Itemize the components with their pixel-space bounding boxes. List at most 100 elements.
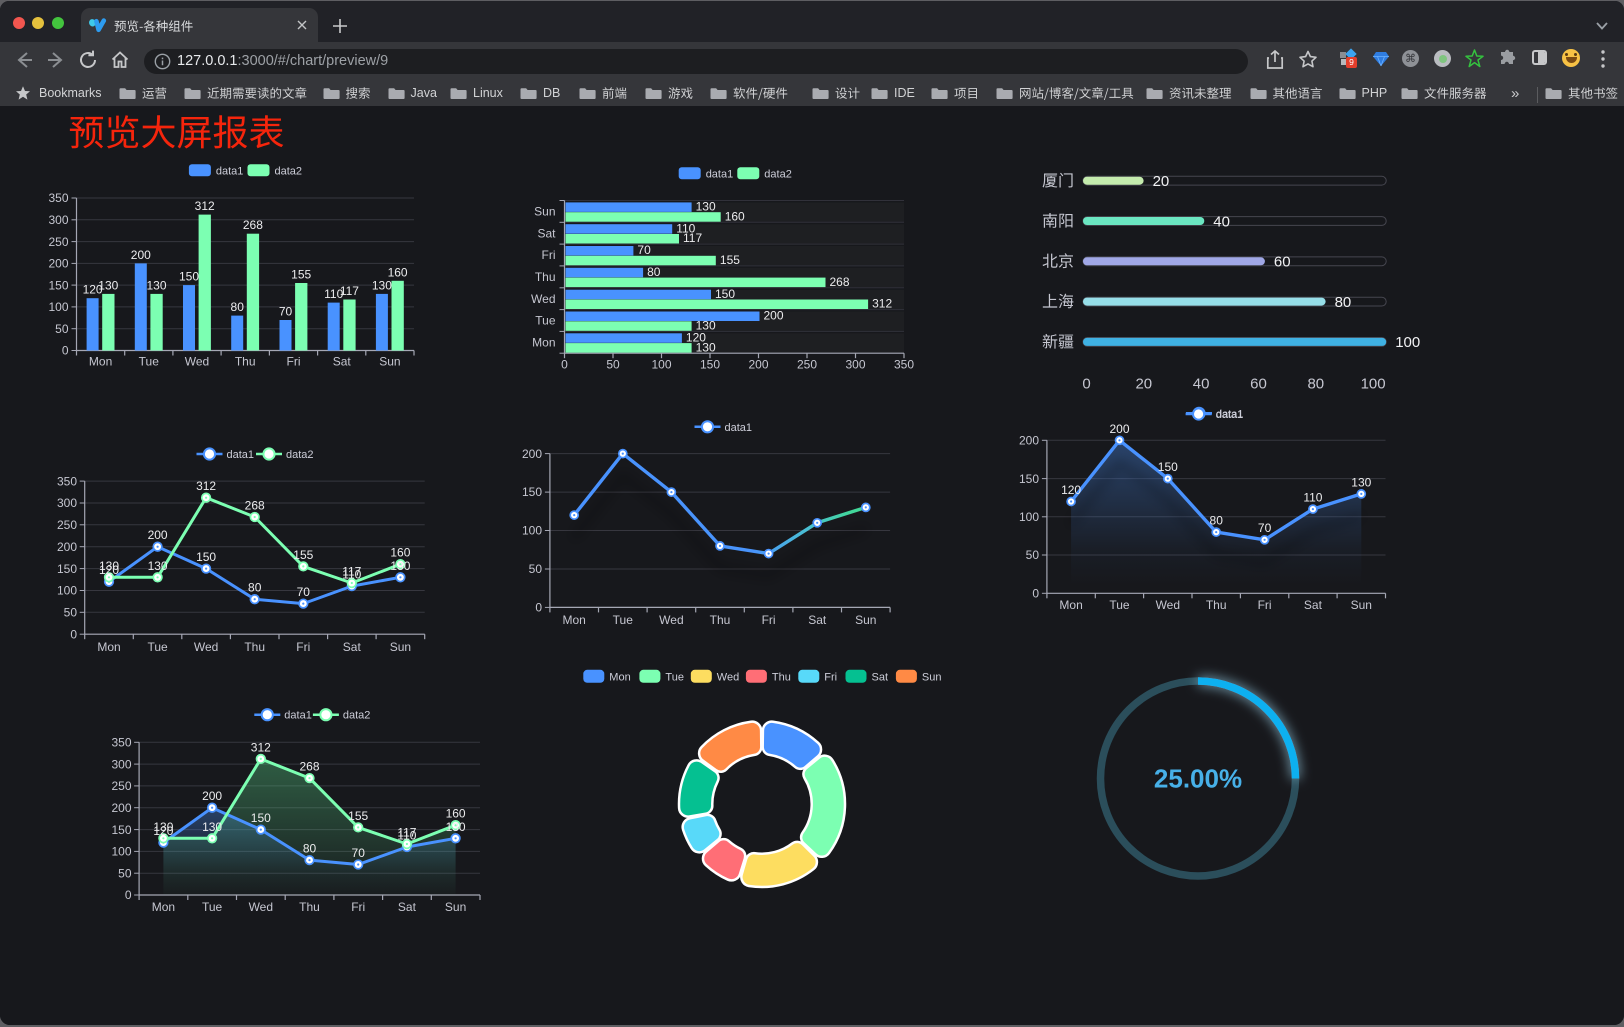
svg-text:0: 0 [125,888,132,902]
svg-text:Fri: Fri [287,355,301,369]
svg-text:0: 0 [1082,376,1090,393]
svg-text:155: 155 [291,268,311,282]
svg-text:0: 0 [535,601,542,615]
svg-text:200: 200 [131,248,151,262]
svg-text:70: 70 [352,846,366,860]
svg-text:data1: data1 [706,168,734,180]
svg-text:Fri: Fri [542,248,556,262]
svg-text:312: 312 [251,740,271,754]
svg-text:250: 250 [111,779,131,793]
svg-text:0: 0 [1032,587,1039,601]
svg-text:268: 268 [245,499,265,513]
svg-text:50: 50 [64,606,78,620]
svg-text:Thu: Thu [772,672,791,684]
svg-text:80: 80 [1210,514,1224,528]
svg-text:150: 150 [48,278,68,292]
svg-text:data1: data1 [216,165,244,177]
svg-text:200: 200 [748,358,768,372]
svg-text:120: 120 [1061,483,1081,497]
svg-text:Sun: Sun [855,613,876,627]
svg-text:0: 0 [62,344,69,358]
svg-text:Thu: Thu [535,270,556,284]
svg-text:100: 100 [1395,334,1420,351]
svg-text:Tue: Tue [535,314,556,328]
svg-text:155: 155 [720,253,740,267]
svg-text:Tue: Tue [665,672,684,684]
svg-text:155: 155 [293,548,313,562]
svg-text:150: 150 [1158,460,1178,474]
svg-text:Sun: Sun [390,640,411,654]
svg-text:data1: data1 [1216,408,1244,420]
svg-text:130: 130 [372,278,392,292]
svg-text:350: 350 [894,358,914,372]
svg-text:100: 100 [1019,510,1039,524]
svg-text:130: 130 [696,319,716,333]
svg-text:Thu: Thu [235,355,256,369]
svg-text:Tue: Tue [1109,598,1130,612]
svg-text:100: 100 [48,300,68,314]
svg-text:Tue: Tue [202,900,223,914]
svg-text:0: 0 [70,627,77,641]
svg-text:150: 150 [715,287,735,301]
svg-text:Wed: Wed [194,640,218,654]
svg-text:Wed: Wed [1156,598,1180,612]
svg-text:80: 80 [647,265,661,279]
svg-text:200: 200 [111,801,131,815]
svg-text:150: 150 [57,562,77,576]
svg-text:150: 150 [196,550,216,564]
svg-text:160: 160 [446,807,466,821]
svg-text:60: 60 [1250,376,1267,393]
svg-text:0: 0 [561,358,568,372]
svg-text:Sun: Sun [922,672,942,684]
svg-text:50: 50 [606,358,620,372]
svg-text:150: 150 [179,270,199,284]
svg-text:117: 117 [397,826,416,840]
svg-text:80: 80 [1335,294,1352,311]
svg-text:data1: data1 [227,449,255,461]
svg-text:Mon: Mon [532,336,555,350]
svg-text:130: 130 [390,559,410,573]
svg-text:350: 350 [48,191,68,205]
svg-text:80: 80 [248,581,262,595]
svg-text:150: 150 [522,485,542,499]
svg-text:Sat: Sat [333,355,352,369]
svg-text:data1: data1 [725,422,753,434]
svg-text:312: 312 [195,199,215,213]
svg-text:Sat: Sat [808,613,827,627]
svg-text:130: 130 [696,200,716,214]
svg-text:200: 200 [57,540,77,554]
svg-text:50: 50 [529,562,543,576]
svg-text:Thu: Thu [244,640,265,654]
svg-text:70: 70 [297,585,311,599]
svg-text:110: 110 [397,829,416,843]
svg-text:20: 20 [1135,376,1152,393]
svg-text:130: 130 [1351,475,1371,489]
svg-text:data2: data2 [286,449,314,461]
svg-text:Wed: Wed [717,672,739,684]
svg-text:110: 110 [1303,491,1322,505]
svg-text:160: 160 [388,265,408,279]
svg-text:350: 350 [111,736,131,750]
svg-text:Sun: Sun [534,205,555,219]
svg-text:150: 150 [251,811,271,825]
svg-text:50: 50 [118,866,132,880]
svg-text:150: 150 [111,823,131,837]
svg-text:Sun: Sun [379,355,400,369]
svg-text:Thu: Thu [1206,598,1227,612]
svg-text:268: 268 [243,218,263,232]
svg-text:117: 117 [342,565,361,579]
svg-text:312: 312 [196,479,216,493]
svg-text:200: 200 [764,309,784,323]
svg-text:130: 130 [146,278,166,292]
svg-text:Wed: Wed [185,355,209,369]
svg-text:130: 130 [446,820,466,834]
svg-text:Thu: Thu [299,900,320,914]
svg-text:Sat: Sat [398,900,417,914]
svg-text:155: 155 [348,809,368,823]
svg-text:120: 120 [686,331,706,345]
svg-text:150: 150 [1019,472,1039,486]
svg-text:data2: data2 [275,165,303,177]
svg-text:Fri: Fri [762,613,776,627]
svg-text:110: 110 [324,287,343,301]
svg-text:130: 130 [99,559,119,573]
